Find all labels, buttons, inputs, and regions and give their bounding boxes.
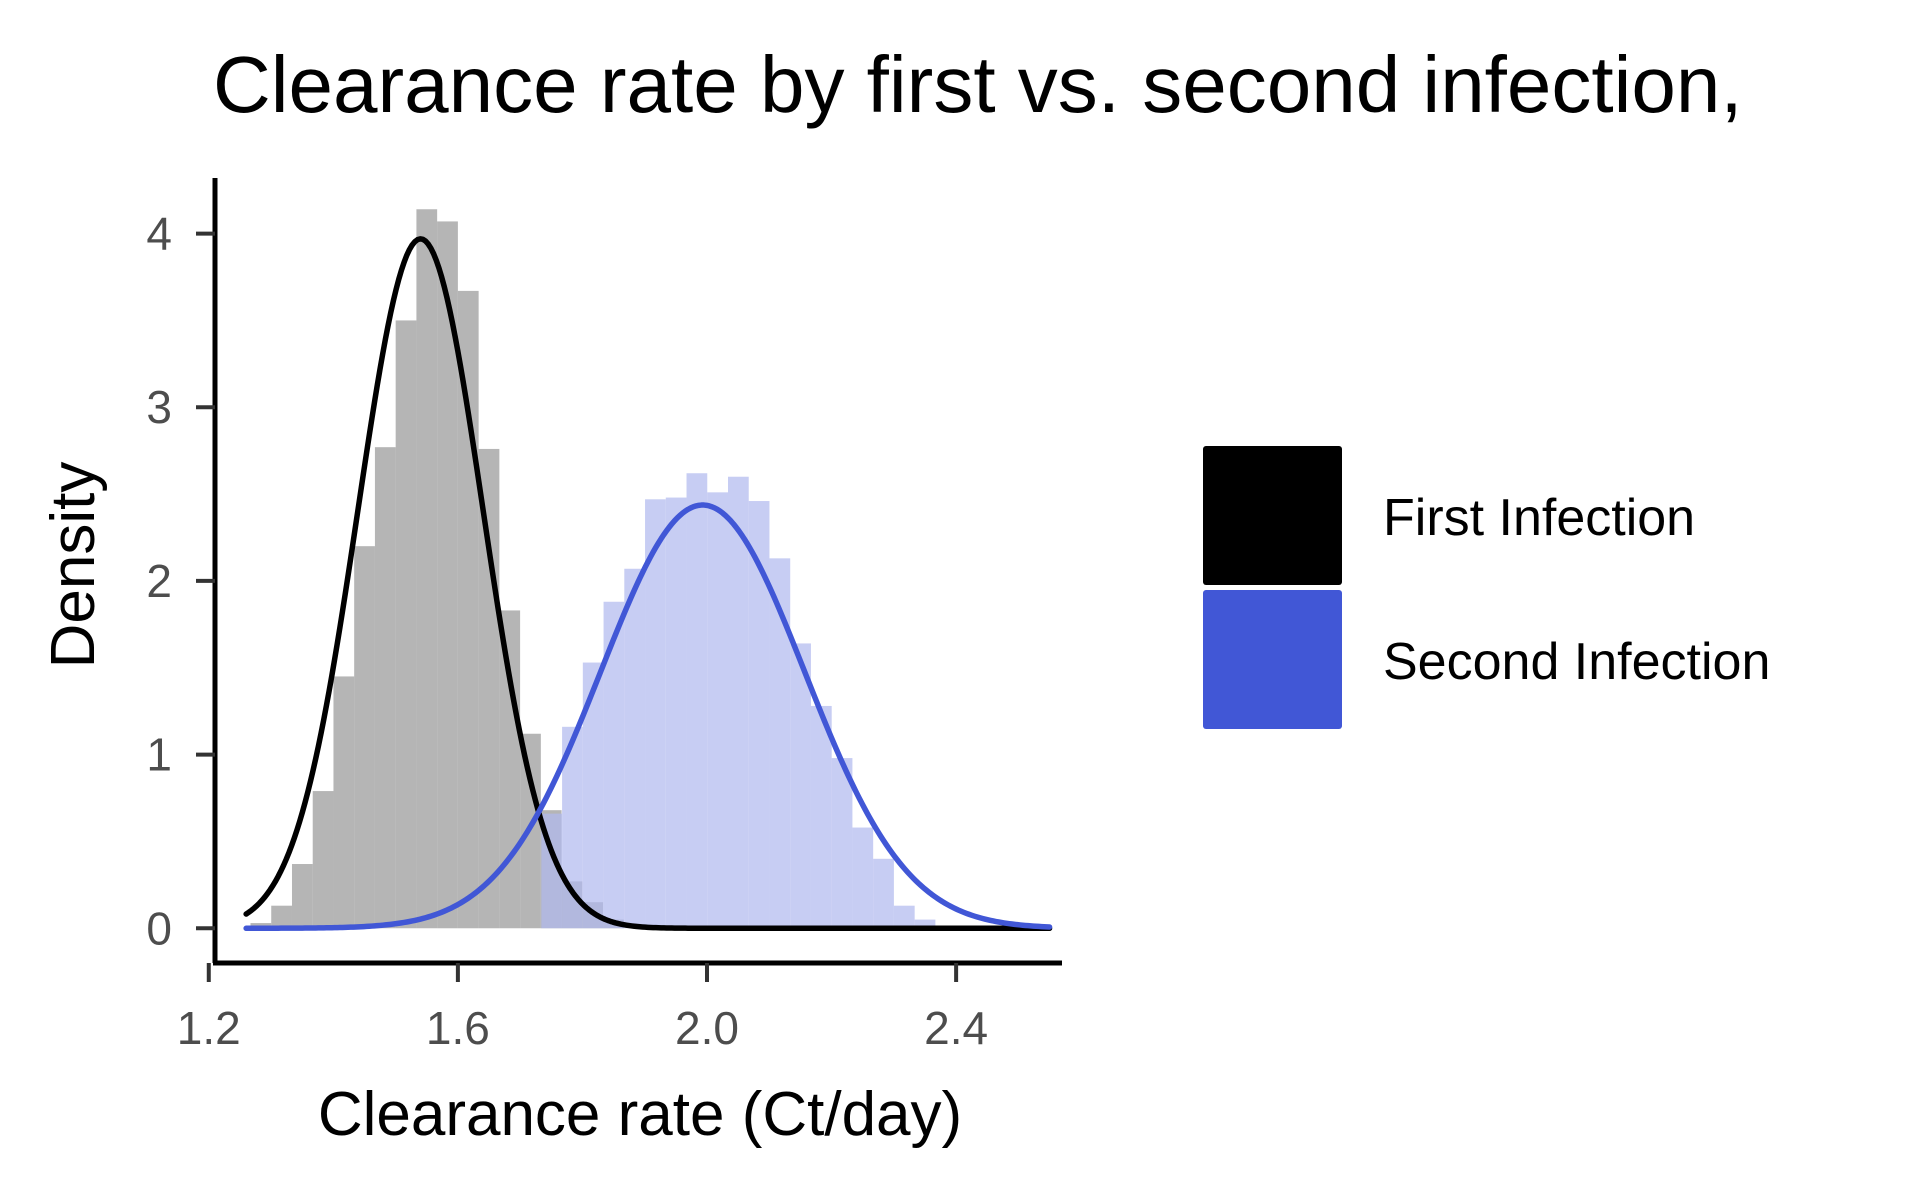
second-infection-bar [873, 858, 894, 929]
first-infection-bar [457, 290, 479, 929]
first-infection-bar [478, 448, 500, 929]
first-infection-bar [416, 209, 438, 929]
y-tick-label: 3 [146, 381, 172, 433]
y-tick-label: 0 [146, 902, 172, 954]
y-tick-label: 4 [146, 208, 172, 260]
second-infection-bar [728, 476, 749, 929]
x-axis-title: Clearance rate (Ct/day) [318, 1080, 962, 1149]
x-tick-label: 2.0 [675, 1002, 739, 1054]
second-infection-bar [686, 473, 708, 929]
second-infection-bar [707, 492, 728, 929]
second-infection-bar [665, 497, 687, 929]
first-infection-bar [271, 905, 292, 929]
first-infection-bar [499, 610, 521, 929]
second-infection-bar [769, 558, 791, 929]
second-infection-bar [893, 905, 915, 929]
second-infection-bar [831, 758, 853, 929]
second-infection-bar [790, 643, 811, 929]
second-infection-bar [810, 705, 832, 929]
legend: First Infection Second Infection [1203, 446, 1770, 729]
x-tick-label: 1.6 [426, 1002, 490, 1054]
second-infection-bar [624, 568, 646, 929]
y-tick-label: 2 [146, 555, 172, 607]
second-infection-bar [748, 501, 770, 929]
first-infection-bar [395, 320, 417, 929]
legend-label-first-infection: First Infection [1383, 489, 1695, 547]
y-tick-label: 1 [146, 729, 172, 781]
legend-swatch-first-infection [1203, 446, 1342, 585]
first-infection-bar [333, 676, 355, 929]
x-ticks: 1.2 1.6 2.0 2.4 [177, 963, 988, 1054]
y-ticks: 0 1 2 3 4 [146, 208, 215, 954]
second-infection-bar [645, 499, 666, 929]
second-infection-bar [914, 919, 936, 929]
first-infection-bar [312, 791, 334, 929]
second-infection-bar [582, 662, 604, 929]
chart-title: Clearance rate by first vs. second infec… [213, 40, 1743, 129]
x-tick-label: 1.2 [177, 1002, 241, 1054]
first-infection-bar [374, 447, 396, 929]
second-infection-histogram [541, 473, 957, 929]
second-infection-bar [562, 726, 583, 929]
y-axis-title: Density [39, 462, 108, 669]
first-infection-bar [437, 221, 458, 929]
second-infection-density-curve [243, 502, 1053, 931]
legend-label-second-infection: Second Infection [1383, 633, 1770, 691]
first-infection-density-curve [243, 236, 1053, 932]
first-infection-bar [291, 864, 313, 929]
legend-swatch-second-infection [1203, 590, 1342, 729]
second-infection-bar [603, 601, 625, 929]
density-curves [243, 236, 1053, 932]
x-tick-label: 2.4 [924, 1002, 988, 1054]
axes [212, 178, 1062, 966]
second-infection-bar [852, 827, 874, 929]
first-infection-bar [354, 546, 375, 929]
